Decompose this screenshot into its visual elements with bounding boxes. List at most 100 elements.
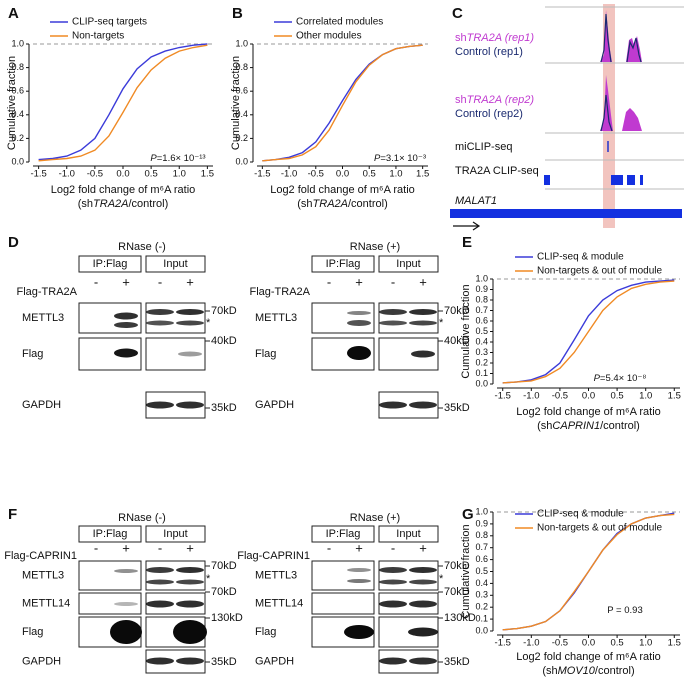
panel-letter: E [462, 234, 472, 251]
lane-sign: - [391, 274, 395, 289]
label-part: MOV10 [558, 665, 596, 677]
blot-box [378, 560, 439, 591]
band [347, 320, 371, 326]
label-part: sh [455, 32, 467, 44]
x-tick-label: 0.0 [116, 169, 129, 180]
band [146, 579, 174, 585]
band [146, 600, 174, 608]
label-part: (sh [542, 665, 557, 677]
band [409, 657, 437, 665]
blot-box [78, 592, 142, 615]
x-tick-label: 1.0 [639, 391, 652, 402]
band [114, 602, 138, 606]
x-axis-title: (shTRA2A/control) [297, 198, 388, 210]
clip-peak [640, 175, 643, 185]
treatment-label: Flag-CAPRIN1 [4, 550, 77, 562]
lane-sign: + [355, 274, 363, 289]
row-label: GAPDH [22, 399, 61, 411]
group-box [311, 525, 375, 543]
cdf-line [502, 513, 675, 631]
x-tick-label: -0.5 [552, 638, 568, 649]
y-tick-label: 1.0 [235, 38, 248, 48]
lane-sign: - [391, 540, 395, 555]
row-label: METTL3 [22, 312, 64, 324]
legend-label: CLIP-seq & module [537, 509, 624, 520]
band [347, 311, 371, 315]
band [379, 401, 407, 409]
signal-sample [600, 75, 642, 131]
y-tick-label: 0.3 [475, 347, 488, 357]
x-tick-label: 1.0 [639, 638, 652, 649]
y-tick-label: 0.6 [475, 554, 488, 564]
group-label: Input [163, 528, 187, 540]
label-part: TRA2A (rep2) [467, 94, 535, 106]
label-part: =3.1× 10⁻³ [380, 153, 426, 164]
gene-label: MALAT1 [455, 195, 497, 207]
band [408, 627, 438, 637]
lane-sign: + [122, 540, 130, 555]
x-tick-label: 0.5 [610, 638, 623, 649]
lane-sign: + [186, 540, 194, 555]
size-marker: * [206, 573, 211, 585]
band [176, 579, 204, 585]
x-axis-title: Log2 fold change of m⁶A ratio [516, 406, 661, 418]
legend-label: CLIP-seq & module [537, 252, 624, 263]
y-tick-label: 0.4 [475, 578, 488, 588]
x-tick-label: -1.5 [30, 169, 46, 180]
y-tick-label: 1.0 [475, 273, 488, 283]
y-tick-label: 0.6 [11, 86, 24, 96]
lane-sign: - [158, 540, 162, 555]
size-marker: 70kD [444, 305, 470, 317]
y-tick-label: 0.5 [475, 566, 488, 576]
lane-sign: + [355, 540, 363, 555]
signal-sample [600, 10, 642, 62]
band [114, 348, 138, 358]
y-tick-label: 0.0 [235, 156, 248, 166]
label-part: /control) [595, 665, 635, 677]
x-tick-label: 0.5 [145, 169, 158, 180]
treatment-label: Flag-TRA2A [16, 286, 77, 298]
track-label: Control (rep1) [455, 46, 523, 58]
x-tick-label: -1.5 [495, 391, 511, 402]
cdf-line [262, 44, 423, 162]
blot-box [378, 592, 439, 615]
band [347, 346, 371, 360]
lane-sign: + [419, 274, 427, 289]
band [176, 320, 204, 326]
row-label: Flag [22, 348, 43, 360]
row-label: Flag [255, 348, 276, 360]
legend-label: CLIP-seq targets [72, 17, 147, 28]
blot-box [145, 560, 206, 591]
x-tick-label: -1.0 [523, 391, 539, 402]
treatment-label: Flag-CAPRIN1 [237, 550, 310, 562]
size-marker: * [439, 317, 444, 329]
strand-arrow [453, 221, 481, 231]
annotation: P=1.6× 10⁻¹³ [150, 153, 205, 164]
panel-letter: B [232, 5, 243, 22]
x-tick-label: 1.0 [173, 169, 186, 180]
x-tick-label: -1.0 [59, 169, 75, 180]
band [176, 567, 204, 573]
band [379, 657, 407, 665]
label-part: =1.6× 10⁻¹³ [157, 153, 206, 164]
band [146, 320, 174, 326]
y-tick-label: 0.5 [475, 326, 488, 336]
blot-box [311, 560, 375, 591]
group-box [78, 525, 142, 543]
y-tick-label: 0.0 [11, 156, 24, 166]
lane-sign: - [327, 274, 331, 289]
track-label: Control (rep2) [455, 108, 523, 120]
lane-sign: + [122, 274, 130, 289]
band [411, 350, 435, 358]
y-tick-label: 0.6 [475, 315, 488, 325]
legend-label: Non-targets & out of module [537, 266, 663, 277]
y-tick-label: 0.7 [475, 542, 488, 552]
band [379, 579, 407, 585]
treatment-label: Flag-TRA2A [249, 286, 310, 298]
y-tick-label: 0.0 [475, 625, 488, 635]
row-label: METTL14 [255, 597, 303, 609]
condition-label: RNase (+) [350, 241, 400, 253]
band [409, 579, 437, 585]
x-axis-title: Log2 fold change of m⁶A ratio [270, 184, 415, 196]
y-tick-label: 0.2 [475, 602, 488, 612]
